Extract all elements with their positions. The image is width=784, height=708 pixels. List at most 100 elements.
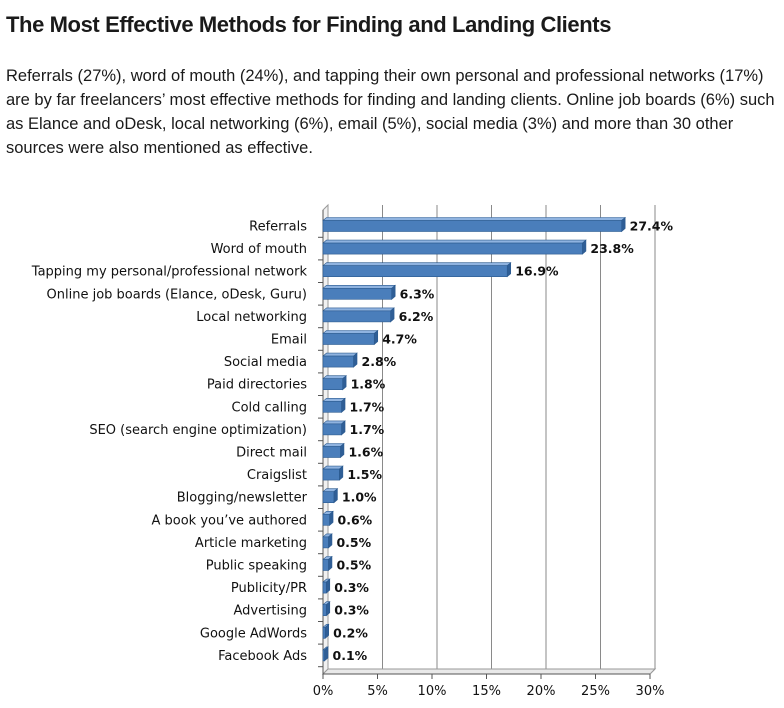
bar (322, 533, 333, 549)
category-label: Article marketing (195, 536, 307, 551)
bar (322, 623, 330, 639)
bar (322, 329, 379, 346)
value-label: 1.7% (350, 422, 385, 437)
bar-front-face (322, 649, 325, 662)
bar-front-face (322, 310, 391, 323)
category-label: Direct mail (236, 446, 307, 461)
x-tick-label: 0% (313, 684, 334, 699)
bar-top-face (322, 285, 396, 289)
bar (322, 216, 626, 233)
bar-chart: 0% 5% 10% 15% 20% 25% 30% Referrals 27.4% Word of… (31, 203, 674, 700)
category-label: Online job boards (Elance, oDesk, Guru) (47, 287, 307, 302)
value-label: 23.8% (590, 241, 634, 256)
x-tick-label: 30% (636, 684, 665, 699)
value-label: 6.3% (400, 286, 435, 301)
category-label: Email (271, 333, 307, 348)
value-label: 0.2% (333, 625, 368, 640)
bar (322, 307, 395, 323)
bar-front-face (322, 288, 392, 300)
bar (322, 284, 396, 300)
bar (322, 488, 339, 504)
category-label: Cold calling (232, 400, 307, 415)
x-tick-label: 25% (581, 684, 610, 699)
bar (322, 239, 587, 255)
bar-top-face (322, 239, 587, 244)
bar (322, 555, 333, 572)
value-label: 1.6% (348, 445, 383, 460)
intro-paragraph: Referrals (27%), word of mouth (24%), an… (6, 67, 775, 157)
page-title: The Most Effective Methods for Finding a… (6, 12, 612, 37)
bar-front-face (322, 491, 335, 504)
chart-labels: 0% 5% 10% 15% 20% 25% 30% Referrals 27.4% Word of… (31, 219, 674, 700)
value-label: 0.3% (334, 580, 369, 595)
bar (322, 262, 512, 278)
bar-front-face (322, 401, 342, 413)
category-label: Word of mouth (211, 242, 307, 257)
category-label: Social media (224, 355, 307, 370)
category-label: Blogging/newsletter (177, 491, 308, 506)
bar-front-face (322, 468, 340, 481)
bar (322, 510, 334, 526)
bar (322, 397, 346, 413)
chart-gridlines (322, 205, 656, 675)
bar (322, 601, 331, 617)
bar-front-face (322, 536, 329, 549)
category-label: Google AdWords (200, 626, 307, 641)
bar-top-face (322, 217, 626, 221)
bar-front-face (322, 220, 622, 232)
bar (322, 442, 345, 459)
chart-floor (321, 668, 657, 675)
value-label: 0.6% (338, 512, 373, 527)
value-label: 0.3% (334, 603, 369, 618)
category-label: Advertising (233, 604, 307, 619)
value-label: 0.5% (336, 535, 371, 550)
category-label: Publicity/PR (231, 581, 307, 596)
value-label: 1.0% (342, 490, 377, 505)
x-tick-label: 5% (367, 684, 388, 699)
bar-front-face (322, 559, 329, 571)
value-label: 1.5% (347, 467, 382, 482)
category-label: Tapping my personal/professional network (31, 265, 308, 280)
bar (322, 578, 331, 594)
value-label: 1.8% (351, 377, 386, 392)
category-label: Public speaking (206, 559, 307, 574)
category-label: A book you’ve authored (152, 513, 308, 528)
bar-front-face (322, 581, 327, 594)
bar-front-face (322, 242, 583, 255)
bar (322, 352, 358, 368)
category-label: Facebook Ads (218, 649, 307, 664)
bar-top-face (322, 375, 347, 379)
bar-front-face (322, 265, 508, 277)
value-label: 4.7% (382, 332, 417, 347)
value-label: 6.2% (399, 309, 434, 324)
bar-front-face (322, 333, 375, 345)
value-label: 2.8% (362, 354, 397, 369)
bar-top-face (322, 330, 379, 334)
category-label: Local networking (196, 310, 307, 325)
value-label: 0.1% (333, 648, 368, 663)
bar-front-face (322, 513, 330, 526)
value-label: 1.7% (350, 399, 385, 414)
bar-front-face (322, 446, 341, 458)
category-label: SEO (search engine optimization) (89, 423, 307, 438)
category-label: Referrals (249, 220, 307, 235)
value-label: 16.9% (515, 264, 559, 279)
bar-front-face (322, 355, 354, 368)
bar-front-face (322, 423, 342, 436)
bar-front-face (322, 378, 343, 390)
bar (322, 420, 346, 436)
category-label: Craigslist (247, 468, 307, 483)
value-label: 0.5% (336, 558, 371, 573)
bar (322, 646, 329, 662)
value-label: 27.4% (630, 219, 674, 234)
bar-front-face (322, 626, 326, 639)
bar-front-face (322, 604, 327, 617)
bar (322, 465, 344, 481)
category-label: Paid directories (207, 378, 307, 393)
x-tick-label: 15% (472, 684, 501, 699)
x-tick-label: 10% (418, 684, 447, 699)
x-tick-label: 20% (527, 684, 556, 699)
bar-top-face (322, 352, 358, 357)
bar-top-face (322, 307, 395, 312)
chart-bars (322, 216, 626, 662)
